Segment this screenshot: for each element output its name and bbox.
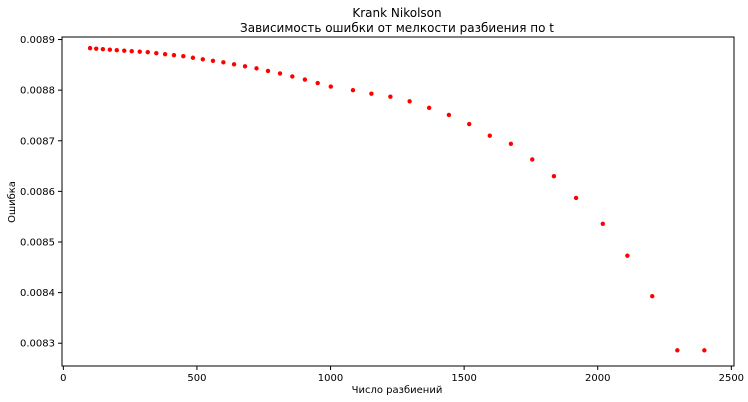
y-tick-label: 0.0085	[20, 237, 55, 248]
data-point	[171, 53, 177, 58]
data-point	[702, 348, 707, 353]
y-tick-label: 0.0086	[20, 187, 55, 198]
data-point	[94, 46, 99, 51]
data-point	[508, 141, 514, 146]
data-point	[154, 50, 159, 56]
data-point	[407, 99, 412, 104]
data-point	[254, 66, 259, 71]
x-axis-label: Число разбиений	[352, 385, 443, 396]
data-point	[190, 55, 196, 60]
data-point	[107, 47, 113, 52]
data-point	[265, 68, 271, 74]
x-tick-label: 2500	[719, 373, 744, 384]
data-point	[315, 80, 320, 86]
data-point	[200, 57, 206, 62]
data-point	[625, 253, 630, 258]
data-point	[231, 62, 237, 67]
x-tick-label: 1500	[451, 373, 476, 384]
data-point	[600, 221, 606, 226]
data-point	[551, 173, 557, 179]
data-point	[573, 195, 579, 201]
ticks: 0 500 1000 1500 2000 2500 0.0083 0.0084 0.0085 0.…	[20, 35, 744, 384]
plot-frame	[61, 36, 735, 367]
x-tick-label: 0	[60, 373, 66, 384]
y-tick-label: 0.0087	[20, 136, 55, 147]
data-point	[675, 348, 680, 353]
data-point	[221, 60, 226, 65]
data-point	[487, 133, 492, 138]
data-point	[467, 121, 472, 127]
data-point	[277, 71, 283, 76]
data-point	[145, 49, 150, 55]
data-point	[87, 45, 93, 51]
data-point	[350, 87, 356, 93]
y-tick-label: 0.0083	[20, 339, 55, 350]
data-point	[210, 58, 216, 63]
data-point	[388, 94, 393, 99]
y-axis-label: Ошибка	[7, 181, 18, 223]
data-point	[650, 293, 655, 299]
data-point	[530, 157, 535, 162]
data-point	[302, 77, 308, 82]
x-tick-label: 500	[187, 373, 206, 384]
chart-title: Krank Nikolson	[352, 6, 441, 20]
data-point	[114, 47, 119, 53]
data-point	[181, 54, 186, 59]
data-point	[446, 112, 452, 118]
x-tick-label: 2000	[585, 373, 610, 384]
data-point	[426, 105, 432, 111]
chart-subtitle: Зависимость ошибки от мелкости разбиения…	[240, 21, 554, 35]
data-point	[122, 48, 127, 53]
data-point	[328, 84, 333, 89]
data-points	[87, 45, 707, 353]
data-point	[137, 49, 142, 54]
data-point	[242, 64, 248, 69]
y-tick-label: 0.0084	[20, 288, 55, 299]
data-point	[100, 46, 106, 52]
data-point	[369, 91, 374, 96]
x-tick-label: 1000	[318, 373, 343, 384]
data-point	[290, 74, 295, 79]
y-tick-label: 0.0089	[20, 35, 55, 46]
data-point	[162, 52, 168, 57]
y-tick-label: 0.0088	[20, 86, 55, 97]
data-point	[129, 48, 134, 54]
